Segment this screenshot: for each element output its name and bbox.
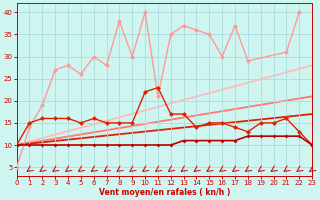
X-axis label: Vent moyen/en rafales ( kn/h ): Vent moyen/en rafales ( kn/h ): [99, 188, 230, 197]
